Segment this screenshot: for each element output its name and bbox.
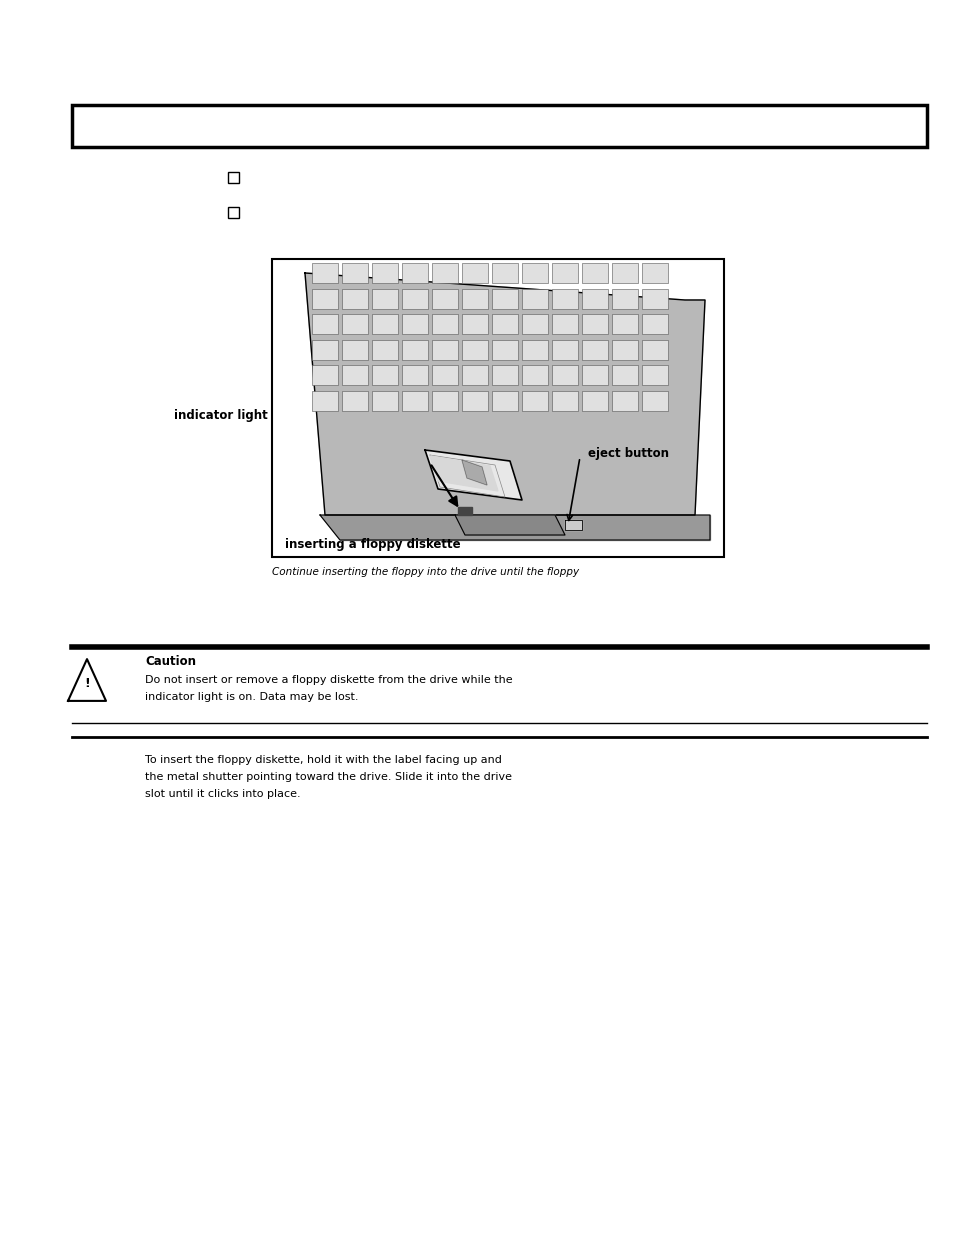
Bar — [612, 314, 638, 333]
Bar — [641, 314, 667, 333]
Polygon shape — [430, 456, 497, 492]
Bar — [492, 340, 517, 359]
Bar — [641, 340, 667, 359]
Polygon shape — [424, 450, 521, 500]
Text: !: ! — [84, 677, 90, 689]
Polygon shape — [455, 515, 564, 535]
Bar — [581, 366, 607, 385]
Text: indicator light is on. Data may be lost.: indicator light is on. Data may be lost. — [145, 692, 358, 701]
Bar — [461, 366, 488, 385]
Bar — [612, 390, 638, 410]
Bar — [312, 314, 337, 333]
Bar — [521, 263, 547, 283]
Bar — [461, 390, 488, 410]
Bar — [432, 263, 457, 283]
Bar — [312, 263, 337, 283]
Bar — [228, 207, 239, 219]
Polygon shape — [305, 273, 704, 515]
Bar — [401, 289, 428, 309]
Bar — [612, 263, 638, 283]
Bar — [432, 314, 457, 333]
Bar — [641, 263, 667, 283]
Bar — [492, 390, 517, 410]
Bar — [372, 340, 397, 359]
Bar — [401, 263, 428, 283]
Bar — [521, 390, 547, 410]
Bar — [372, 314, 397, 333]
Bar — [492, 289, 517, 309]
Bar — [312, 289, 337, 309]
Bar — [521, 340, 547, 359]
Text: Caution: Caution — [145, 655, 195, 668]
Bar — [341, 314, 368, 333]
Bar — [341, 366, 368, 385]
Bar — [641, 366, 667, 385]
Bar — [581, 314, 607, 333]
Bar — [372, 263, 397, 283]
Polygon shape — [564, 520, 581, 530]
Bar — [612, 289, 638, 309]
Bar — [492, 314, 517, 333]
Bar — [432, 289, 457, 309]
Text: indicator light: indicator light — [174, 409, 268, 421]
Bar — [432, 366, 457, 385]
Bar — [71, 105, 926, 147]
Text: inserting a floppy diskette: inserting a floppy diskette — [285, 538, 460, 551]
Bar — [521, 366, 547, 385]
Polygon shape — [319, 515, 709, 540]
Bar — [432, 340, 457, 359]
Bar — [552, 314, 578, 333]
Bar — [552, 289, 578, 309]
Bar — [272, 259, 723, 557]
Bar — [372, 390, 397, 410]
Bar — [581, 289, 607, 309]
Text: To insert the floppy diskette, hold it with the label facing up and: To insert the floppy diskette, hold it w… — [145, 755, 501, 764]
Text: the metal shutter pointing toward the drive. Slide it into the drive: the metal shutter pointing toward the dr… — [145, 772, 512, 782]
Bar — [432, 390, 457, 410]
Bar — [552, 366, 578, 385]
Bar — [521, 289, 547, 309]
Bar — [401, 340, 428, 359]
Text: Do not insert or remove a floppy diskette from the drive while the: Do not insert or remove a floppy diskett… — [145, 676, 512, 685]
Bar — [641, 390, 667, 410]
Bar — [612, 340, 638, 359]
Bar — [341, 390, 368, 410]
Bar — [341, 340, 368, 359]
Text: eject button: eject button — [587, 447, 668, 459]
Bar — [228, 172, 239, 183]
Bar — [341, 263, 368, 283]
Bar — [552, 390, 578, 410]
Bar — [521, 314, 547, 333]
Polygon shape — [461, 459, 486, 485]
Bar — [461, 263, 488, 283]
Bar — [461, 314, 488, 333]
Text: Continue inserting the floppy into the drive until the floppy: Continue inserting the floppy into the d… — [272, 567, 578, 577]
Bar — [372, 366, 397, 385]
Bar — [372, 289, 397, 309]
Bar — [641, 289, 667, 309]
Bar — [461, 340, 488, 359]
Bar — [581, 390, 607, 410]
Polygon shape — [457, 508, 472, 515]
Text: slot until it clicks into place.: slot until it clicks into place. — [145, 789, 300, 799]
Bar — [492, 263, 517, 283]
Bar — [312, 366, 337, 385]
Bar — [552, 263, 578, 283]
Bar — [341, 289, 368, 309]
Bar — [401, 366, 428, 385]
Bar — [612, 366, 638, 385]
Bar — [401, 314, 428, 333]
Bar — [552, 340, 578, 359]
Polygon shape — [68, 659, 106, 701]
Bar — [461, 289, 488, 309]
Bar — [312, 340, 337, 359]
Bar — [312, 390, 337, 410]
Bar — [401, 390, 428, 410]
Bar — [581, 340, 607, 359]
Bar — [581, 263, 607, 283]
Bar — [492, 366, 517, 385]
